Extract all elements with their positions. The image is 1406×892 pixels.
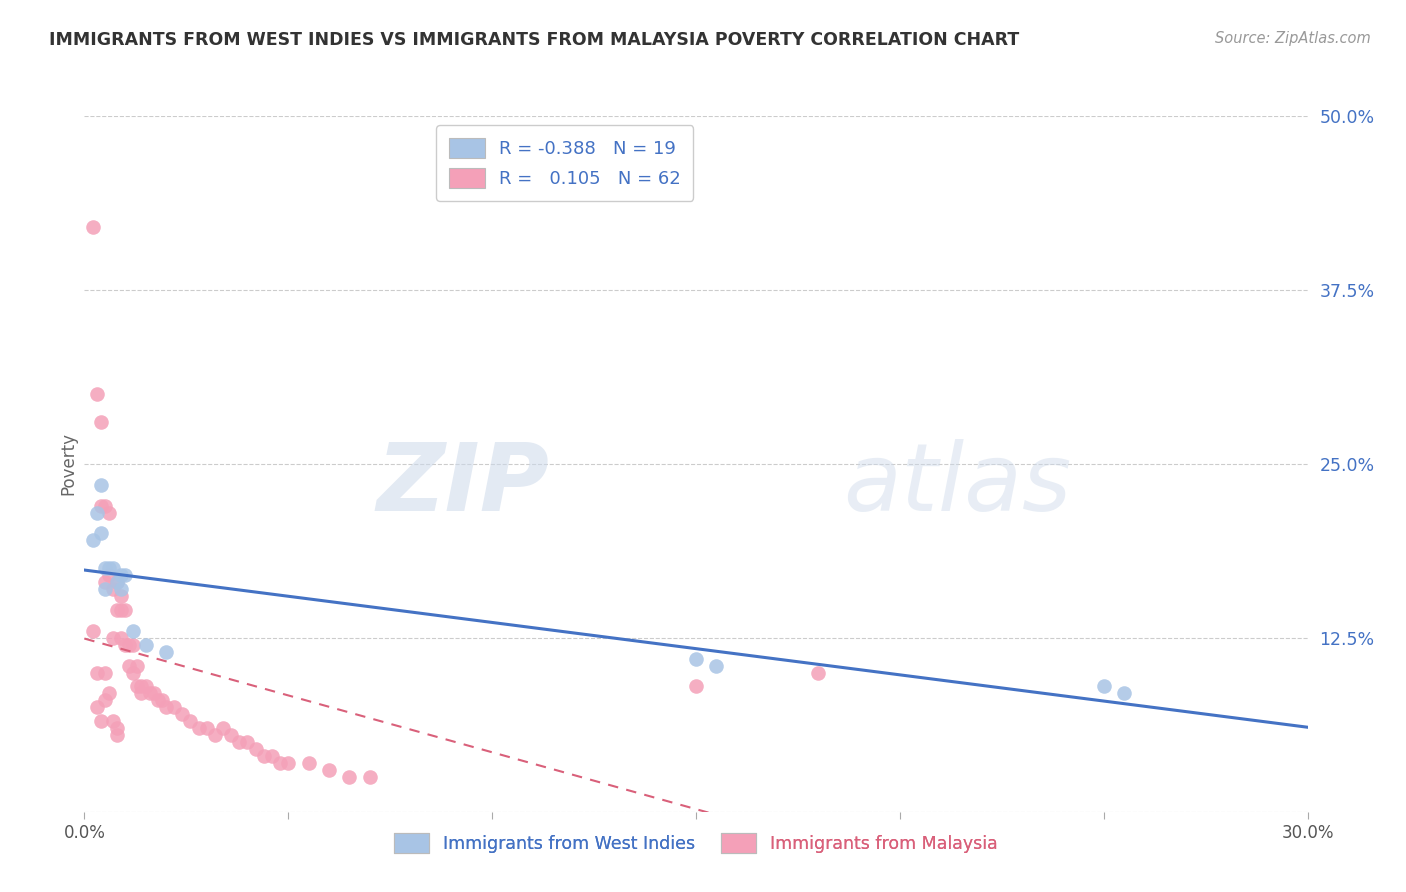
Point [318, 763, 340, 777]
Point [155, 700, 177, 714]
Point [253, 749, 276, 764]
Point [105, 575, 128, 590]
Point [114, 603, 136, 617]
Point [93, 561, 115, 575]
Point [118, 658, 141, 673]
Point [110, 568, 132, 582]
Point [122, 624, 145, 638]
Point [204, 728, 226, 742]
Point [245, 742, 267, 756]
Point [1092, 680, 1115, 694]
Text: atlas: atlas [842, 439, 1071, 530]
Text: ZIP: ZIP [377, 439, 550, 531]
Point [105, 575, 128, 590]
Point [339, 770, 360, 784]
Point [135, 680, 157, 694]
Point [163, 700, 186, 714]
Point [195, 721, 218, 735]
Point [118, 638, 141, 652]
Point [212, 721, 235, 735]
Point [114, 568, 136, 582]
Point [219, 728, 242, 742]
Point [260, 749, 283, 764]
Point [97, 568, 120, 582]
Point [93, 575, 115, 590]
Point [105, 721, 128, 735]
Point [298, 756, 321, 770]
Text: IMMIGRANTS FROM WEST INDIES VS IMMIGRANTS FROM MALAYSIA POVERTY CORRELATION CHAR: IMMIGRANTS FROM WEST INDIES VS IMMIGRANT… [49, 31, 1019, 49]
Point [90, 526, 112, 541]
Point [1114, 686, 1136, 700]
Point [228, 735, 250, 749]
Point [122, 665, 145, 680]
Point [90, 477, 112, 491]
Point [101, 582, 124, 596]
Point [146, 693, 169, 707]
Point [131, 686, 153, 700]
Point [82, 533, 104, 548]
Point [93, 582, 115, 596]
Point [105, 603, 128, 617]
Point [142, 686, 165, 700]
Point [127, 658, 149, 673]
Point [86, 506, 108, 520]
Point [90, 499, 112, 513]
Point [704, 658, 728, 673]
Point [93, 499, 115, 513]
Point [82, 220, 104, 235]
Point [807, 665, 830, 680]
Point [269, 756, 291, 770]
Y-axis label: Poverty: Poverty [59, 433, 77, 495]
Point [138, 686, 160, 700]
Point [101, 631, 124, 645]
Point [90, 415, 112, 429]
Point [101, 561, 124, 575]
Point [277, 756, 299, 770]
Point [131, 680, 153, 694]
Point [101, 714, 124, 729]
Point [93, 665, 115, 680]
Point [172, 707, 194, 722]
Point [179, 714, 201, 729]
Point [86, 387, 108, 401]
Point [86, 665, 108, 680]
Point [93, 693, 115, 707]
Point [110, 589, 132, 603]
Point [685, 680, 707, 694]
Point [187, 721, 209, 735]
Legend: Immigrants from West Indies, Immigrants from Malaysia: Immigrants from West Indies, Immigrants … [385, 825, 1007, 863]
Point [97, 561, 120, 575]
Point [127, 680, 149, 694]
Point [86, 700, 108, 714]
Point [82, 624, 104, 638]
Point [110, 582, 132, 596]
Point [97, 506, 120, 520]
Text: Source: ZipAtlas.com: Source: ZipAtlas.com [1215, 31, 1371, 46]
Point [90, 714, 112, 729]
Point [155, 645, 177, 659]
Point [685, 651, 707, 665]
Point [97, 686, 120, 700]
Point [105, 728, 128, 742]
Point [359, 770, 381, 784]
Point [110, 603, 132, 617]
Point [150, 693, 173, 707]
Point [114, 638, 136, 652]
Point [135, 638, 157, 652]
Point [236, 735, 259, 749]
Point [122, 638, 145, 652]
Point [110, 631, 132, 645]
